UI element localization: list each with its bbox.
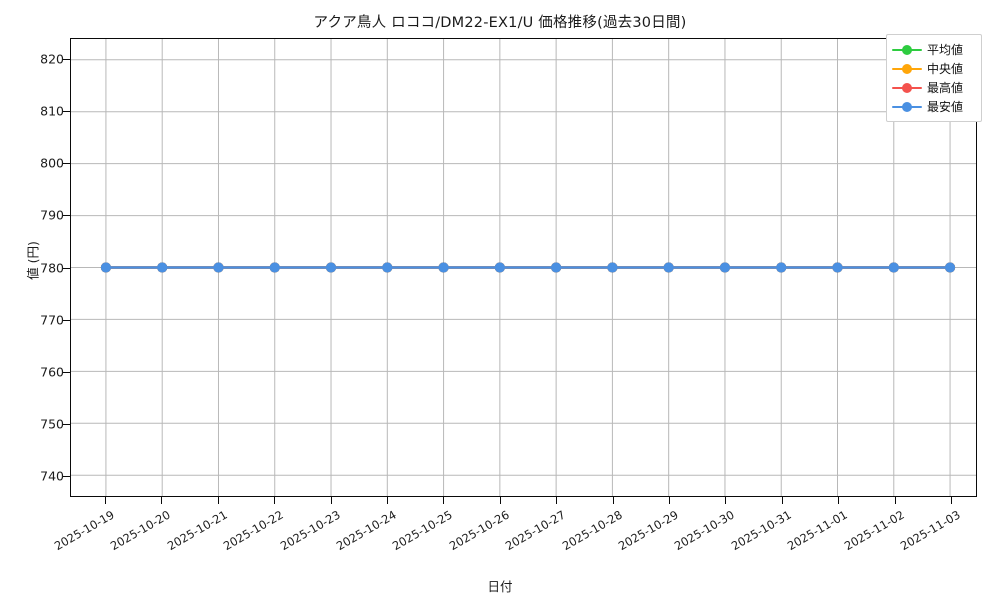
x-tick-mark (387, 497, 388, 504)
legend-marker-icon (892, 44, 922, 56)
x-tick-mark (725, 497, 727, 504)
y-tick-mark (63, 58, 70, 60)
y-tick-mark (63, 371, 70, 373)
x-tick-mark (556, 497, 558, 504)
y-tick-label: 790 (40, 207, 64, 223)
legend-label: 最安値 (927, 100, 964, 114)
x-tick-label: 2025-10-25 (390, 507, 456, 554)
x-tick-mark (838, 497, 840, 504)
legend-item-平均値[interactable]: 平均値 (892, 40, 975, 59)
y-tick-label: 820 (40, 51, 64, 67)
x-tick-label: 2025-10-26 (446, 507, 512, 554)
x-tick-label: 2025-10-27 (503, 507, 568, 554)
x-tick-mark (105, 497, 106, 504)
x-tick-label: 2025-10-22 (221, 507, 286, 554)
y-tick-label: 780 (40, 260, 64, 275)
y-tick-label: 800 (40, 155, 64, 171)
x-tick-mark (217, 497, 219, 504)
data-series-layer (100, 262, 956, 273)
x-tick-label: 2025-11-01 (785, 507, 850, 554)
x-tick-mark (781, 497, 783, 504)
chart-title: アクア鳥人 ロココ/DM22-EX1/U 価格推移(過去30日間) (313, 15, 687, 31)
y-tick-mark (63, 423, 70, 425)
y-tick-label: 770 (40, 312, 64, 328)
x-tick-label: 2025-10-28 (559, 507, 625, 554)
x-tick-label: 2025-10-29 (615, 507, 681, 554)
x-tick-label: 2025-10-21 (164, 507, 230, 554)
x-tick-mark (894, 497, 896, 504)
legend-marker-icon (892, 82, 922, 94)
y-tick-label: 760 (40, 364, 64, 380)
y-tick-mark (63, 476, 70, 478)
legend-label: 最高値 (927, 81, 964, 95)
y-tick-mark (63, 111, 70, 113)
y-tick-mark (63, 215, 70, 217)
x-tick-mark (612, 497, 614, 504)
legend-marker-icon (892, 63, 922, 75)
y-tick-mark (63, 267, 70, 269)
y-tick-label: 740 (40, 468, 64, 484)
legend-label: 中央値 (927, 62, 964, 76)
y-tick-mark (63, 163, 70, 165)
legend-item-最高値[interactable]: 最高値 (892, 78, 975, 97)
x-tick-mark (330, 497, 332, 504)
legend-marker-icon (892, 101, 922, 113)
x-tick-mark (499, 497, 501, 504)
chart-legend[interactable]: 平均値中央値最高値最安値 (886, 34, 982, 122)
x-tick-label: 2025-10-20 (108, 507, 174, 554)
x-tick-mark (161, 497, 163, 504)
x-tick-label: 2025-11-03 (897, 507, 963, 554)
x-tick-mark (274, 497, 276, 504)
series-最安値 (100, 262, 956, 273)
x-axis-label: 日付 (487, 579, 513, 594)
x-tick-label: 2025-10-24 (333, 507, 399, 554)
y-tick-label: 750 (40, 416, 64, 432)
x-tick-mark (669, 497, 670, 504)
x-tick-label: 2025-10-19 (51, 507, 117, 554)
x-tick-label: 2025-10-30 (672, 507, 738, 554)
x-tick-label: 2025-10-31 (728, 507, 794, 554)
y-tick-mark (63, 319, 70, 321)
x-tick-label: 2025-11-02 (841, 507, 907, 554)
legend-label: 平均値 (927, 43, 964, 57)
legend-item-中央値[interactable]: 中央値 (892, 59, 975, 78)
plot-area (70, 38, 977, 497)
y-tick-label: 810 (40, 103, 64, 119)
x-tick-mark (951, 497, 952, 504)
x-tick-mark (443, 497, 445, 504)
x-tick-label: 2025-10-23 (277, 507, 343, 554)
legend-item-最安値[interactable]: 最安値 (892, 97, 975, 116)
